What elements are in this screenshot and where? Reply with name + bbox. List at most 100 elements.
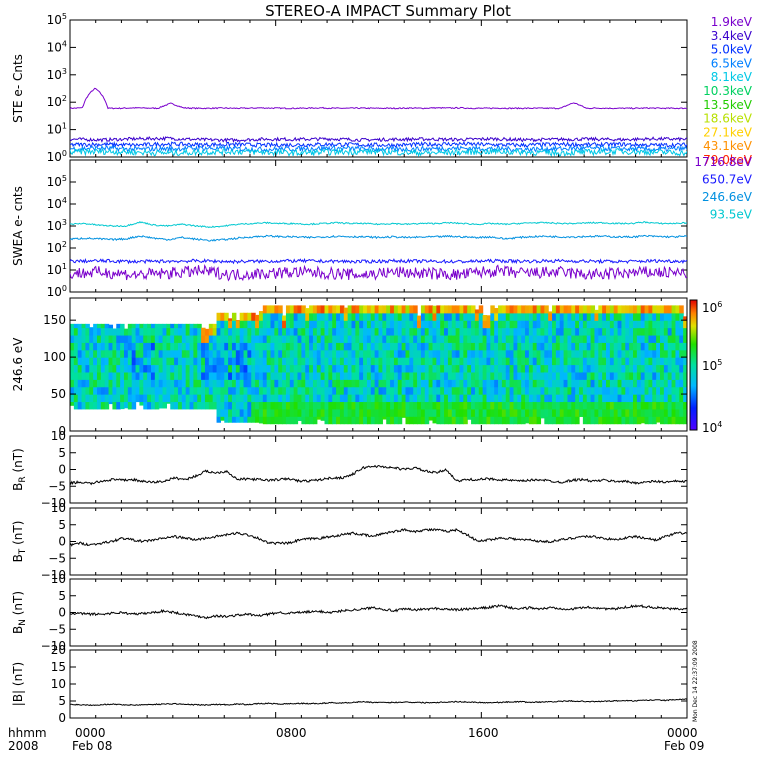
heatmap-cell (424, 357, 430, 366)
heatmap-cell (667, 408, 673, 417)
heatmap-cell (378, 320, 383, 329)
heatmap-cell (567, 364, 572, 373)
x-tick-label: 0000 (75, 726, 106, 740)
heatmap-cell (629, 416, 634, 425)
heatmap-cell (274, 320, 279, 329)
heatmap-cell (517, 320, 522, 329)
heatmap-cell (401, 416, 407, 418)
heatmap-cell (521, 401, 526, 410)
heatmap-cell (166, 327, 171, 336)
heatmap-cell (660, 401, 665, 410)
heatmap-cell (494, 386, 499, 395)
heatmap-cell (660, 379, 665, 388)
heatmap-cell (420, 394, 426, 403)
heatmap-cell (490, 401, 495, 410)
heatmap-cell (204, 328, 210, 336)
y-tick-label: −5 (48, 479, 66, 493)
heatmap-cell (170, 401, 175, 410)
heatmap-cell (93, 334, 98, 343)
heatmap-cell (636, 386, 642, 395)
heatmap-cell (293, 305, 299, 314)
heatmap-cell (96, 364, 102, 373)
heatmap-cell (216, 394, 221, 403)
heatmap-cell (579, 334, 584, 343)
heatmap-cell (486, 342, 491, 351)
heatmap-cell (301, 305, 306, 314)
heatmap-cell (285, 364, 291, 373)
heatmap-cell (166, 379, 171, 388)
heatmap-cell (444, 357, 449, 366)
heatmap-cell (193, 394, 198, 403)
heatmap-cell (324, 364, 329, 373)
heatmap-cell (162, 342, 168, 351)
heatmap-cell (451, 349, 457, 358)
heatmap-cell (663, 334, 669, 343)
heatmap-cell (228, 320, 233, 329)
heatmap-cell (467, 416, 472, 420)
heatmap-cell (278, 416, 283, 425)
heatmap-cell (536, 401, 542, 410)
heatmap-cell (208, 371, 214, 380)
heatmap-cell (216, 342, 221, 351)
heatmap-cell (220, 327, 225, 336)
heatmap-cell (212, 364, 218, 373)
heatmap-cell (235, 327, 241, 336)
heatmap-cell (660, 357, 665, 366)
heatmap-cell (278, 334, 283, 343)
heatmap-cell (216, 349, 221, 358)
heatmap-cell (606, 334, 611, 343)
heatmap-cell (351, 386, 356, 395)
heatmap-cell (204, 334, 210, 343)
heatmap-cell (316, 386, 322, 395)
heatmap-cell (197, 334, 202, 343)
heatmap-cell (432, 386, 437, 395)
heatmap-cell (486, 394, 491, 403)
heatmap-cell (231, 401, 237, 410)
heatmap-cell (359, 305, 364, 314)
heatmap-cell (390, 371, 395, 380)
heatmap-cell (181, 386, 187, 395)
heatmap-cell (131, 401, 137, 410)
heatmap-cell (158, 401, 164, 409)
heatmap-cell (370, 401, 376, 410)
heatmap-cell (158, 327, 164, 336)
heatmap-cell (224, 334, 229, 343)
heatmap-cell (667, 364, 673, 373)
heatmap-cell (309, 416, 314, 425)
heatmap-cell (579, 394, 584, 403)
heatmap-cell (220, 408, 225, 417)
heatmap-cell (663, 305, 669, 314)
heatmap-cell (320, 320, 326, 329)
heatmap-cell (525, 305, 530, 314)
heatmap-cell (231, 386, 237, 395)
y-axis-label: BN (nT) (11, 591, 28, 634)
heatmap-cell (89, 394, 94, 403)
heatmap-cell (606, 379, 611, 388)
heatmap-cell (127, 334, 133, 343)
heatmap-cell (509, 386, 515, 395)
heatmap-cell (617, 305, 623, 314)
heatmap-cell (544, 305, 549, 314)
heatmap-cell (108, 342, 114, 351)
heatmap-cell (528, 305, 534, 314)
heatmap-cell (374, 327, 380, 336)
heatmap-cell (467, 305, 472, 314)
heatmap-cell (243, 312, 248, 321)
heatmap-cell (162, 386, 168, 395)
heatmap-cell (228, 379, 233, 388)
heatmap-cell (401, 334, 407, 343)
heatmap-cell (297, 320, 302, 329)
heatmap-cell (405, 357, 410, 366)
y-tick-label: 0 (58, 535, 66, 549)
heatmap-cell (609, 349, 615, 358)
heatmap-cell (536, 371, 542, 380)
heatmap-cell (590, 342, 596, 351)
heatmap-cell (656, 357, 661, 366)
heatmap-cell (625, 334, 630, 343)
heatmap-cell (517, 371, 522, 380)
heatmap-cell (251, 349, 256, 358)
heatmap-cell (521, 312, 526, 321)
heatmap-cell (590, 371, 596, 380)
heatmap-cell (366, 394, 372, 403)
heatmap-cell (309, 379, 314, 388)
